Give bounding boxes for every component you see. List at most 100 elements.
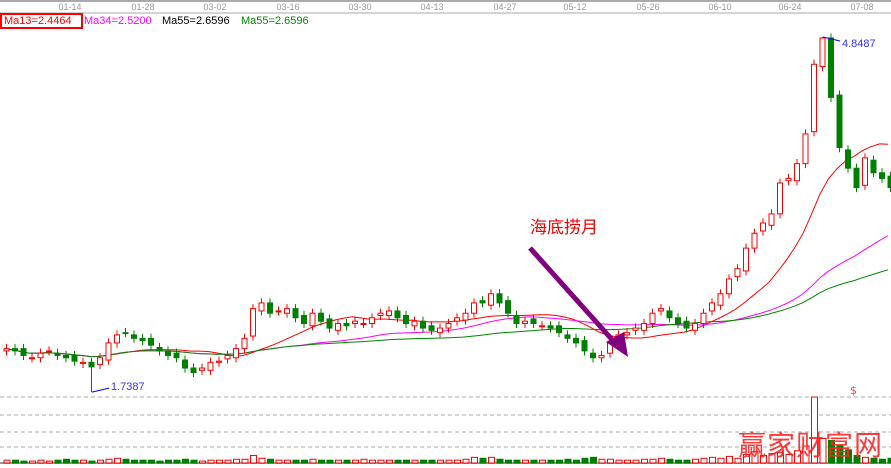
x-tick-label: 03-30 xyxy=(348,2,371,12)
candle-body xyxy=(658,308,664,312)
legend-ma55-black: Ma55=2.6596 xyxy=(162,15,230,27)
x-tick-label: 05-26 xyxy=(636,2,659,12)
dollar-marker: $ xyxy=(850,384,857,397)
candle-body xyxy=(785,177,792,182)
candle-body xyxy=(590,352,596,359)
candle-body xyxy=(241,337,248,350)
volume-bar xyxy=(29,460,36,464)
candle-body xyxy=(284,308,290,314)
volume-bar xyxy=(54,459,62,464)
volume-bar xyxy=(258,457,266,464)
volume-bar xyxy=(46,460,53,464)
x-tick-label: 04-13 xyxy=(420,2,443,12)
volume-bar xyxy=(641,458,648,464)
volume-bar xyxy=(216,459,223,464)
candle-body xyxy=(335,322,341,331)
x-tick-label: 01-14 xyxy=(58,2,81,12)
candle-body xyxy=(479,300,486,304)
volume-bar xyxy=(539,459,546,464)
volume-bar xyxy=(836,445,844,464)
volume-bar xyxy=(649,458,657,464)
volume-bar xyxy=(199,460,206,464)
candle-body xyxy=(743,247,749,272)
volume-bar xyxy=(207,459,215,464)
candle-body xyxy=(556,325,562,334)
volume-bar xyxy=(182,458,189,464)
candle-body xyxy=(819,37,826,68)
volume-bar xyxy=(454,459,461,464)
candle-body xyxy=(513,314,520,324)
candle-body xyxy=(3,348,10,352)
candle-body xyxy=(488,293,494,306)
volume-bar xyxy=(607,458,614,464)
volume-bar xyxy=(505,459,512,464)
volume-bar xyxy=(139,459,147,464)
ma13-highlight-box xyxy=(0,13,83,29)
candle-body xyxy=(522,320,528,324)
candle-body xyxy=(37,352,44,359)
volume-bar xyxy=(717,457,725,464)
volume-bar xyxy=(250,454,257,464)
volume-bar xyxy=(513,459,521,464)
volume-bar xyxy=(726,455,733,464)
volume-bar xyxy=(267,458,274,464)
volume-bar xyxy=(819,437,827,464)
candle-body xyxy=(29,357,35,360)
candle-body xyxy=(734,268,741,278)
volume-bar xyxy=(692,458,699,464)
candle-body xyxy=(80,361,86,364)
candle-body xyxy=(530,318,537,324)
candle-body xyxy=(267,302,273,314)
volume-bar xyxy=(275,459,283,464)
volume-bar xyxy=(3,459,11,464)
candle-body xyxy=(836,94,843,149)
volume-bar xyxy=(241,458,249,464)
candle-body xyxy=(386,310,392,316)
volume-bar xyxy=(556,459,563,464)
volume-bar xyxy=(437,459,444,464)
volume-bar xyxy=(97,459,104,464)
candle-body xyxy=(454,317,460,322)
candle-body xyxy=(802,133,809,165)
candle-body xyxy=(250,308,256,337)
candle-body xyxy=(624,332,630,336)
x-tick-label: 06-24 xyxy=(778,2,801,12)
x-tick-label: 06-10 xyxy=(708,2,731,12)
volume-bar xyxy=(377,459,385,464)
volume-bar xyxy=(411,459,419,464)
candle-body xyxy=(420,320,426,329)
candle-body xyxy=(173,352,180,359)
volume-bar xyxy=(428,459,436,464)
volume-bar xyxy=(462,458,470,464)
candle-body xyxy=(581,340,588,352)
volume-bar xyxy=(386,459,393,464)
volume-bar xyxy=(590,456,597,464)
x-tick-label: 03-16 xyxy=(276,2,299,12)
watermark-logo: 赢家财富网 xyxy=(738,429,884,462)
x-tick-label: 03-02 xyxy=(203,2,226,12)
legend-ma55-green: Ma55=2.6596 xyxy=(241,15,309,27)
candle-body xyxy=(369,317,375,324)
volume-bar xyxy=(581,457,589,464)
candle-body xyxy=(352,320,358,324)
candle-body xyxy=(343,322,350,327)
volume-bar xyxy=(343,459,351,464)
volume-bar xyxy=(853,454,861,464)
candle-body xyxy=(258,302,265,312)
candle-body xyxy=(139,337,146,342)
volume-bar xyxy=(335,459,342,464)
candle-body xyxy=(122,332,129,335)
candle-body xyxy=(199,367,205,371)
volume-bar xyxy=(190,459,198,464)
low-pointer xyxy=(91,387,110,393)
legend-ma34: Ma34=2.5200 xyxy=(84,15,152,27)
candle-body xyxy=(131,334,137,339)
volume-bar xyxy=(360,458,368,464)
candle-body xyxy=(233,348,239,359)
volume-bar xyxy=(743,454,750,464)
candle-body xyxy=(114,334,120,344)
candle-body xyxy=(216,360,222,363)
volume-bar xyxy=(148,459,155,464)
